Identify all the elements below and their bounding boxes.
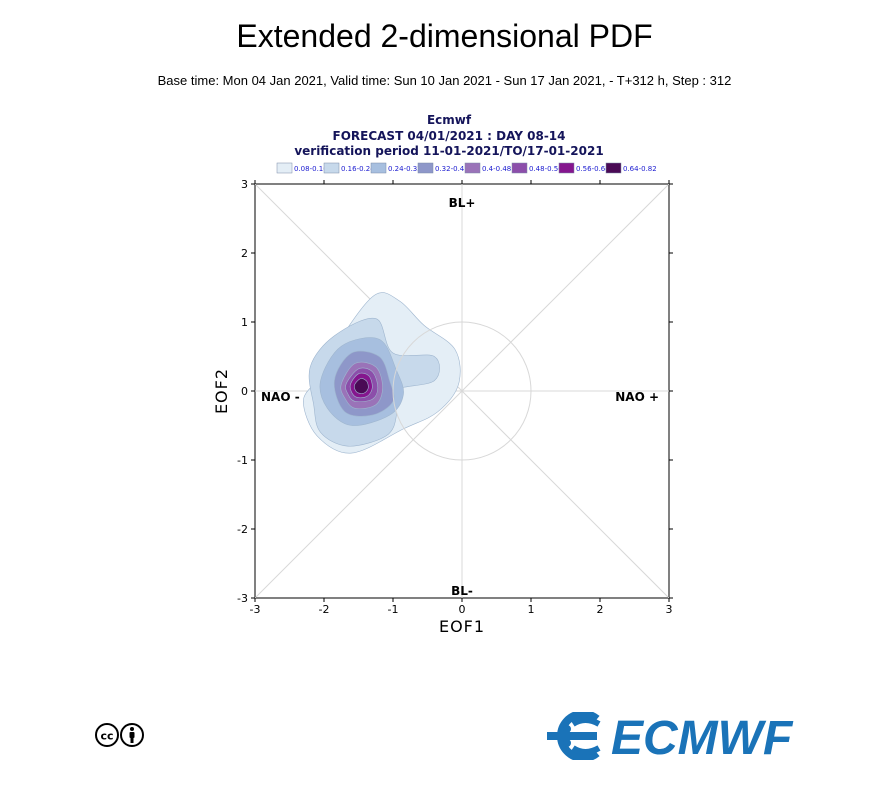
plot-header-line2: FORECAST 04/01/2021 : DAY 08-14 [333, 129, 566, 143]
legend-label: 0.48-0.56 [529, 165, 563, 173]
legend-label: 0.32-0.4 [435, 165, 465, 173]
subtitle: Base time: Mon 04 Jan 2021, Valid time: … [157, 73, 732, 88]
ecmwf-wordmark: ECMWF [611, 712, 794, 760]
legend-swatch [605, 162, 622, 174]
license-logo: cc [95, 723, 144, 747]
attribution-person-icon [120, 723, 144, 747]
x-tick-label: -2 [319, 603, 330, 616]
plot-header-line1: Ecmwf [427, 113, 472, 127]
ecmwf-logo: ECMWF [547, 712, 794, 760]
creative-commons-icon: cc [95, 723, 119, 747]
legend-label: 0.56-0.64 [576, 165, 610, 173]
legend-label: 0.24-0.32 [388, 165, 422, 173]
y-tick-label: -3 [237, 592, 248, 605]
legend-label: 0.4-0.48 [482, 165, 511, 173]
regime-label-left: NAO - [261, 390, 300, 404]
legend-swatch [370, 162, 387, 174]
legend-swatch [417, 162, 434, 174]
x-tick-label: -3 [250, 603, 261, 616]
x-tick-label: -1 [388, 603, 399, 616]
legend-label: 0.08-0.16 [294, 165, 328, 173]
plot-area: -3 -2 -1 0 1 2 3 -3 -2 -1 0 1 2 3 EOF1 EOF2 BL+ BL- NAO - N… [212, 178, 673, 636]
ecmwf-emblem-icon [547, 712, 601, 760]
x-tick-label: 3 [666, 603, 673, 616]
regime-label-top: BL+ [449, 196, 476, 210]
y-tick-label: -2 [237, 523, 248, 536]
x-tick-label: 2 [597, 603, 604, 616]
x-tick-label: 0 [459, 603, 466, 616]
x-axis-title: EOF1 [439, 617, 485, 636]
plot-header-line3: verification period 11-01-2021/TO/17-01-… [294, 144, 603, 158]
legend: 0.08-0.16 0.16-0.24 0.24-0.32 0.32-0.4 0.4-0… [276, 162, 657, 174]
svg-text:cc: cc [100, 730, 113, 743]
legend-label: 0.64-0.82 [623, 165, 657, 173]
contour-level-7 [353, 378, 369, 394]
legend-swatch [558, 162, 575, 174]
regime-label-right: NAO + [615, 390, 659, 404]
legend-swatch [464, 162, 481, 174]
reference-circle [392, 321, 532, 461]
legend-label: 0.16-0.24 [341, 165, 375, 173]
legend-swatch [511, 162, 528, 174]
y-tick-label: 3 [241, 178, 248, 191]
y-axis-title: EOF2 [212, 368, 231, 414]
x-tick-label: 1 [528, 603, 535, 616]
legend-swatch [323, 162, 340, 174]
page-title: Extended 2-dimensional PDF [236, 18, 653, 54]
legend-swatch [276, 162, 293, 174]
y-tick-label: 1 [241, 316, 248, 329]
y-tick-label: 2 [241, 247, 248, 260]
y-tick-label: -1 [237, 454, 248, 467]
y-tick-label: 0 [241, 385, 248, 398]
regime-label-bottom: BL- [451, 584, 473, 598]
